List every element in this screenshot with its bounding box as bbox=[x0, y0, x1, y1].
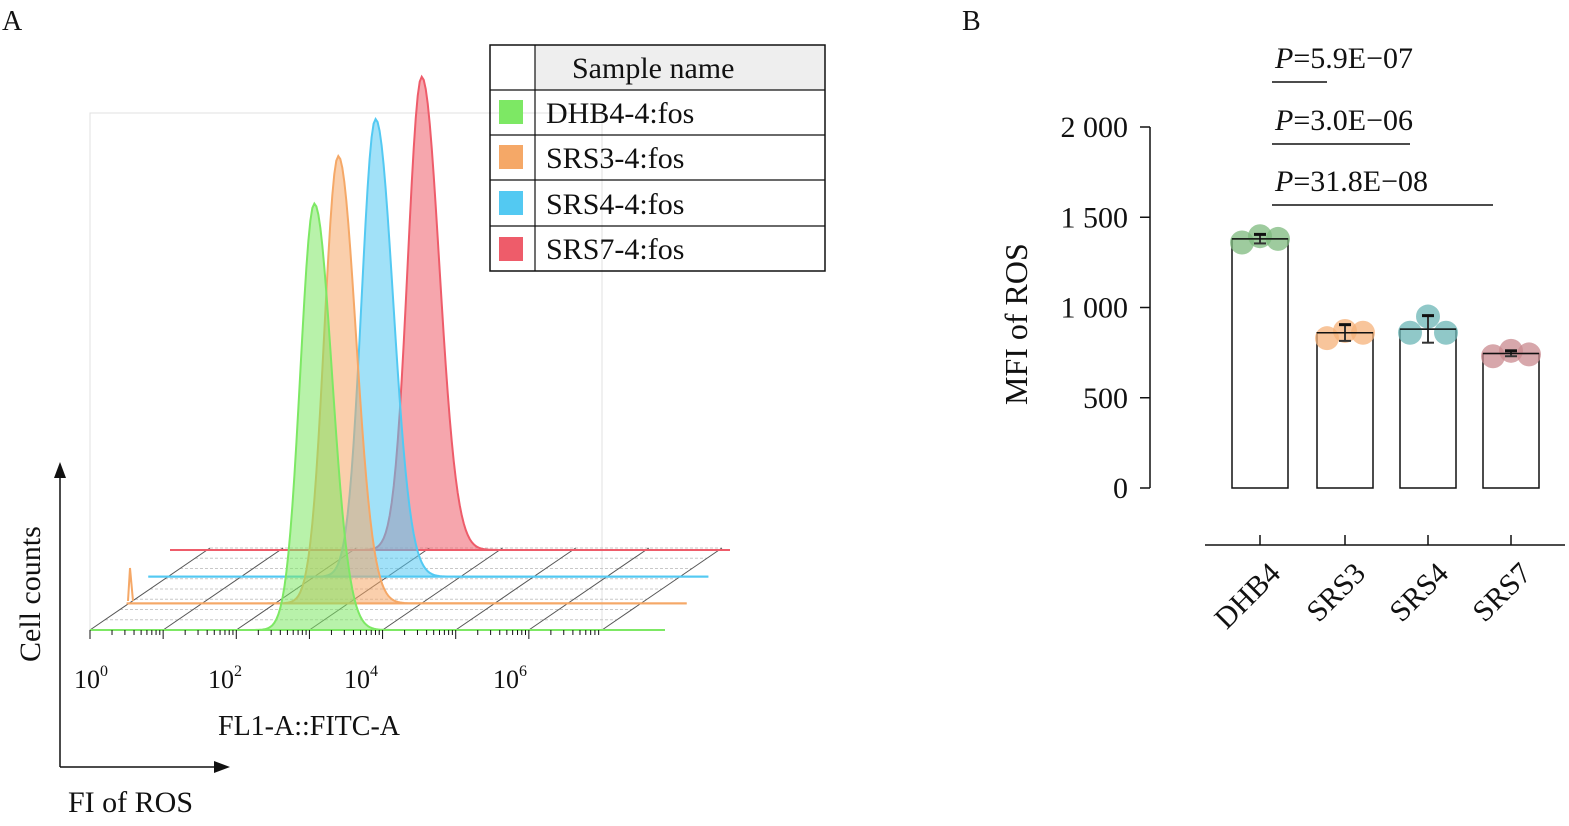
histogram-x-tick-label: 106 bbox=[493, 663, 527, 694]
significance-annotations: P=5.9E−07 P=3.0E−06 P=31.8E−08 bbox=[1272, 42, 1493, 206]
y-tick-label: 0 bbox=[1113, 472, 1128, 505]
histogram-x-label: FI of ROS bbox=[68, 786, 193, 819]
floor-grid-line bbox=[382, 547, 503, 631]
legend-swatch bbox=[499, 100, 523, 124]
bar bbox=[1482, 352, 1540, 489]
x-arrow-head bbox=[214, 761, 230, 773]
legend-header-bg bbox=[535, 45, 825, 90]
y-tick-label: 500 bbox=[1083, 382, 1128, 415]
bars bbox=[1230, 224, 1541, 489]
legend-entry: SRS7-4:fos bbox=[546, 233, 684, 266]
panel-label-b: B bbox=[962, 6, 981, 37]
legend-title: Sample name bbox=[572, 52, 734, 85]
legend-entry: SRS3-4:fos bbox=[546, 142, 684, 175]
legend-border bbox=[489, 44, 826, 272]
bar bbox=[1231, 238, 1289, 489]
bar-y-label: MFI of ROS bbox=[998, 243, 1034, 405]
legend: Sample name DHB4-4:fos SRS3-4:fos SRS4-4… bbox=[489, 44, 826, 272]
histogram-x-tick-label: 100 bbox=[74, 663, 108, 694]
data-point bbox=[1481, 344, 1505, 369]
data-point bbox=[1398, 320, 1422, 345]
legend-swatch bbox=[499, 191, 523, 215]
floor-grid-line bbox=[89, 547, 211, 631]
x-category-label: DHB4 bbox=[1208, 557, 1287, 636]
floor-grid-line bbox=[162, 547, 284, 631]
histogram-x-tick-label: 102 bbox=[208, 663, 242, 694]
histogram-spike bbox=[127, 567, 134, 602]
data-point bbox=[1434, 320, 1458, 345]
y-tick-label: 1 000 bbox=[1061, 292, 1129, 325]
histogram-inner-axis-label: FL1-A::FITC-A bbox=[218, 711, 401, 742]
panel-label-a: A bbox=[2, 6, 23, 37]
legend-entry: SRS4-4:fos bbox=[546, 188, 684, 221]
floor-grid-line bbox=[601, 547, 723, 631]
floor-grid-line bbox=[528, 547, 650, 631]
legend-swatch bbox=[499, 237, 523, 261]
bar bbox=[1316, 332, 1374, 489]
data-point bbox=[1230, 230, 1254, 255]
histogram-y-label: Cell counts bbox=[14, 526, 47, 662]
x-category-label: SRS4 bbox=[1383, 557, 1455, 629]
legend-swatch bbox=[499, 145, 523, 169]
significance-label: P=3.0E−06 bbox=[1274, 104, 1413, 137]
y-arrow-head bbox=[54, 462, 66, 478]
significance-label: P=5.9E−07 bbox=[1274, 42, 1413, 75]
bar bbox=[1399, 328, 1457, 489]
data-point bbox=[1517, 342, 1541, 367]
x-category-label: SRS3 bbox=[1300, 557, 1372, 629]
histogram-panel: 100 102 104 106 FL1-A::FITC-A Cell count… bbox=[14, 44, 826, 819]
legend-entry: DHB4-4:fos bbox=[546, 97, 694, 130]
histogram-x-ticks bbox=[89, 630, 600, 639]
floor-grid-line bbox=[455, 547, 576, 631]
bar-y-ticks: 0 500 1 000 1 500 2 000 bbox=[1061, 111, 1150, 505]
y-tick-label: 1 500 bbox=[1061, 201, 1129, 234]
y-tick-label: 2 000 bbox=[1061, 111, 1129, 144]
bar-x-categories: DHB4 SRS3 SRS4 SRS7 bbox=[1208, 535, 1538, 635]
significance-label: P=31.8E−08 bbox=[1274, 165, 1428, 198]
histogram-x-tick-label: 104 bbox=[344, 663, 378, 694]
x-category-label: SRS7 bbox=[1466, 557, 1538, 629]
